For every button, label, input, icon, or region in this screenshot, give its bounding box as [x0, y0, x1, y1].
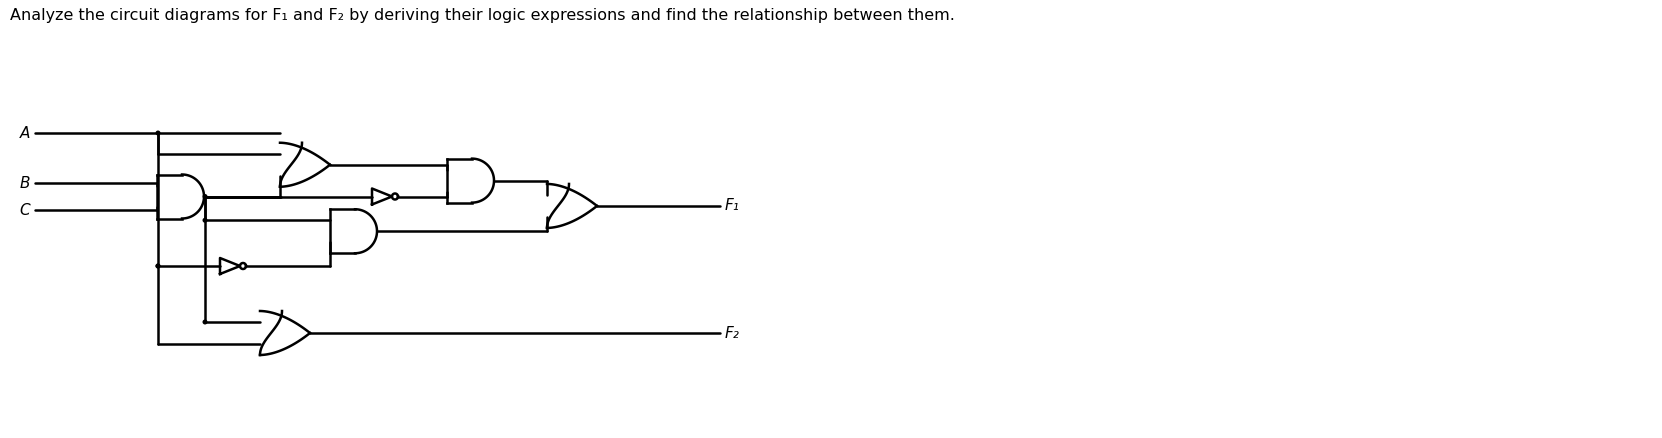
Text: F₁: F₁: [725, 198, 740, 213]
Text: B: B: [20, 176, 30, 191]
Polygon shape: [203, 319, 208, 325]
Polygon shape: [156, 131, 161, 135]
Polygon shape: [156, 264, 161, 268]
Text: A: A: [20, 126, 30, 141]
Text: C: C: [20, 202, 30, 218]
Text: F₂: F₂: [725, 325, 740, 340]
Polygon shape: [203, 194, 208, 199]
Text: Analyze the circuit diagrams for F₁ and F₂ by deriving their logic expressions a: Analyze the circuit diagrams for F₁ and …: [10, 8, 956, 23]
Polygon shape: [203, 218, 208, 223]
Polygon shape: [156, 264, 161, 268]
